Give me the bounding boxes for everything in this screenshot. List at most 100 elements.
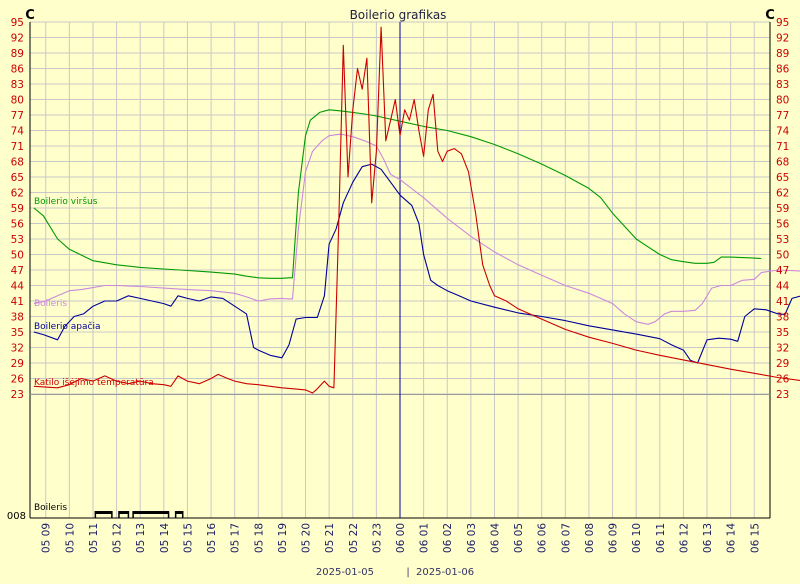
state-on-segment xyxy=(175,511,183,514)
state-on-segment xyxy=(95,511,112,514)
x-tick-label: 05 22 xyxy=(348,523,360,553)
x-tick-label: 06 04 xyxy=(489,523,501,553)
x-tick-label: 05 21 xyxy=(324,523,336,553)
y-tick-label-right: 80 xyxy=(776,95,789,107)
y-tick-label-right: 23 xyxy=(776,389,789,401)
x-tick-label: 06 08 xyxy=(584,523,596,553)
y-tick-label-right: 26 xyxy=(776,374,790,386)
y-tick-label-left: 32 xyxy=(11,343,24,355)
y-tick-label-left: 68 xyxy=(11,157,24,169)
date-label-right: 2025-01-06 xyxy=(416,567,474,578)
x-tick-label: 05 15 xyxy=(182,523,194,553)
chart-title: Boilerio grafikas xyxy=(350,8,447,22)
x-tick-label: 06 14 xyxy=(726,523,738,553)
x-tick-label: 06 05 xyxy=(513,523,525,553)
y-axis-unit-left: C xyxy=(25,8,35,23)
x-tick-label: 05 10 xyxy=(64,523,76,553)
x-tick-label: 06 03 xyxy=(466,523,478,553)
y-tick-label-left: 92 xyxy=(11,33,24,45)
y-tick-label-left: 62 xyxy=(11,188,24,200)
y-tick-label-left: 53 xyxy=(11,234,24,246)
y-tick-label-right: 38 xyxy=(776,312,789,324)
x-tick-label: 05 18 xyxy=(253,523,265,553)
y-tick-label-left: 41 xyxy=(11,296,24,308)
x-tick-label: 05 14 xyxy=(159,523,171,553)
x-tick-label: 06 09 xyxy=(608,523,620,553)
x-tick-label: 06 11 xyxy=(655,523,667,553)
x-tick-label: 06 12 xyxy=(678,523,690,553)
y-tick-label-right: 95 xyxy=(776,17,789,29)
y-tick-label-left: 71 xyxy=(11,141,24,153)
date-label-left: 2025-01-05 xyxy=(316,567,374,578)
x-tick-label: 05 09 xyxy=(41,523,53,553)
y-tick-label-right: 71 xyxy=(776,141,789,153)
y-axis-unit-right: C xyxy=(765,8,775,23)
y-tick-label-right: 68 xyxy=(776,157,789,169)
state-track-value: 008 xyxy=(7,511,26,522)
x-tick-label: 05 20 xyxy=(301,523,313,553)
y-tick-label-right: 59 xyxy=(776,203,789,215)
y-tick-label-right: 44 xyxy=(776,281,790,293)
series-label-boilerio-virsus: Boilerio viršus xyxy=(34,196,98,207)
x-tick-label: 06 10 xyxy=(631,523,643,553)
x-tick-label: 06 02 xyxy=(442,523,454,553)
x-tick-label: 06 00 xyxy=(395,523,407,553)
x-tick-label: 05 17 xyxy=(230,523,242,553)
y-tick-label-right: 32 xyxy=(776,343,789,355)
series-lines xyxy=(33,26,800,394)
y-tick-label-left: 74 xyxy=(11,126,25,138)
y-tick-label-right: 41 xyxy=(776,296,789,308)
y-tick-label-left: 95 xyxy=(11,17,24,29)
x-tick-label: 05 12 xyxy=(112,523,124,553)
y-tick-label-right: 74 xyxy=(776,126,790,138)
y-tick-label-left: 29 xyxy=(11,358,24,370)
y-tick-label-left: 80 xyxy=(11,95,24,107)
x-tick-label: 06 06 xyxy=(537,523,549,553)
x-tick-label: 05 23 xyxy=(371,523,383,553)
x-tick-label: 05 11 xyxy=(88,523,100,553)
series-label-katilo-isejimo: Katilo išėjimo temperatūra xyxy=(34,377,154,388)
y-tick-label-left: 23 xyxy=(11,389,24,401)
axis-labels: 95 95 92 92 89 89 86 86 83 83 80 80 77 77 74 74 71 71 68 68… xyxy=(11,17,790,553)
series-line-0 xyxy=(33,109,762,279)
x-tick-label: 05 16 xyxy=(206,523,218,553)
y-tick-label-left: 89 xyxy=(11,48,24,60)
date-separator: | xyxy=(406,567,409,578)
series-line-1 xyxy=(33,133,800,325)
state-on-segment xyxy=(118,511,129,514)
y-tick-label-right: 56 xyxy=(776,219,790,231)
y-tick-label-left: 86 xyxy=(11,64,25,76)
y-tick-label-left: 38 xyxy=(11,312,24,324)
y-tick-label-right: 86 xyxy=(776,64,790,76)
y-tick-label-right: 50 xyxy=(776,250,789,262)
y-tick-label-left: 26 xyxy=(11,374,25,386)
series-label-boileris: Boileris xyxy=(34,299,67,309)
y-tick-label-left: 59 xyxy=(11,203,24,215)
state-track xyxy=(94,511,184,518)
y-tick-label-right: 83 xyxy=(776,79,789,91)
y-tick-label-right: 53 xyxy=(776,234,789,246)
y-tick-label-right: 29 xyxy=(776,358,789,370)
state-track-label: Boileris xyxy=(34,503,67,513)
x-tick-label: 06 13 xyxy=(702,523,714,553)
y-tick-label-left: 44 xyxy=(11,281,25,293)
y-tick-label-left: 77 xyxy=(11,110,24,122)
y-tick-label-right: 92 xyxy=(776,33,789,45)
y-tick-label-right: 62 xyxy=(776,188,789,200)
series-label-boilerio-apacia: Boilerio apačia xyxy=(34,321,101,332)
y-tick-label-right: 89 xyxy=(776,48,789,60)
series-line-3 xyxy=(33,26,800,394)
y-tick-label-left: 47 xyxy=(11,265,24,277)
y-tick-label-left: 83 xyxy=(11,79,24,91)
y-tick-label-left: 65 xyxy=(11,172,24,184)
x-tick-label: 05 13 xyxy=(135,523,147,553)
state-on-segment xyxy=(133,511,169,514)
y-tick-label-left: 35 xyxy=(11,327,24,339)
grid-lines xyxy=(29,21,771,519)
y-tick-label-left: 50 xyxy=(11,250,24,262)
y-tick-label-right: 65 xyxy=(776,172,789,184)
y-tick-label-right: 35 xyxy=(776,327,789,339)
y-tick-label-left: 56 xyxy=(11,219,25,231)
